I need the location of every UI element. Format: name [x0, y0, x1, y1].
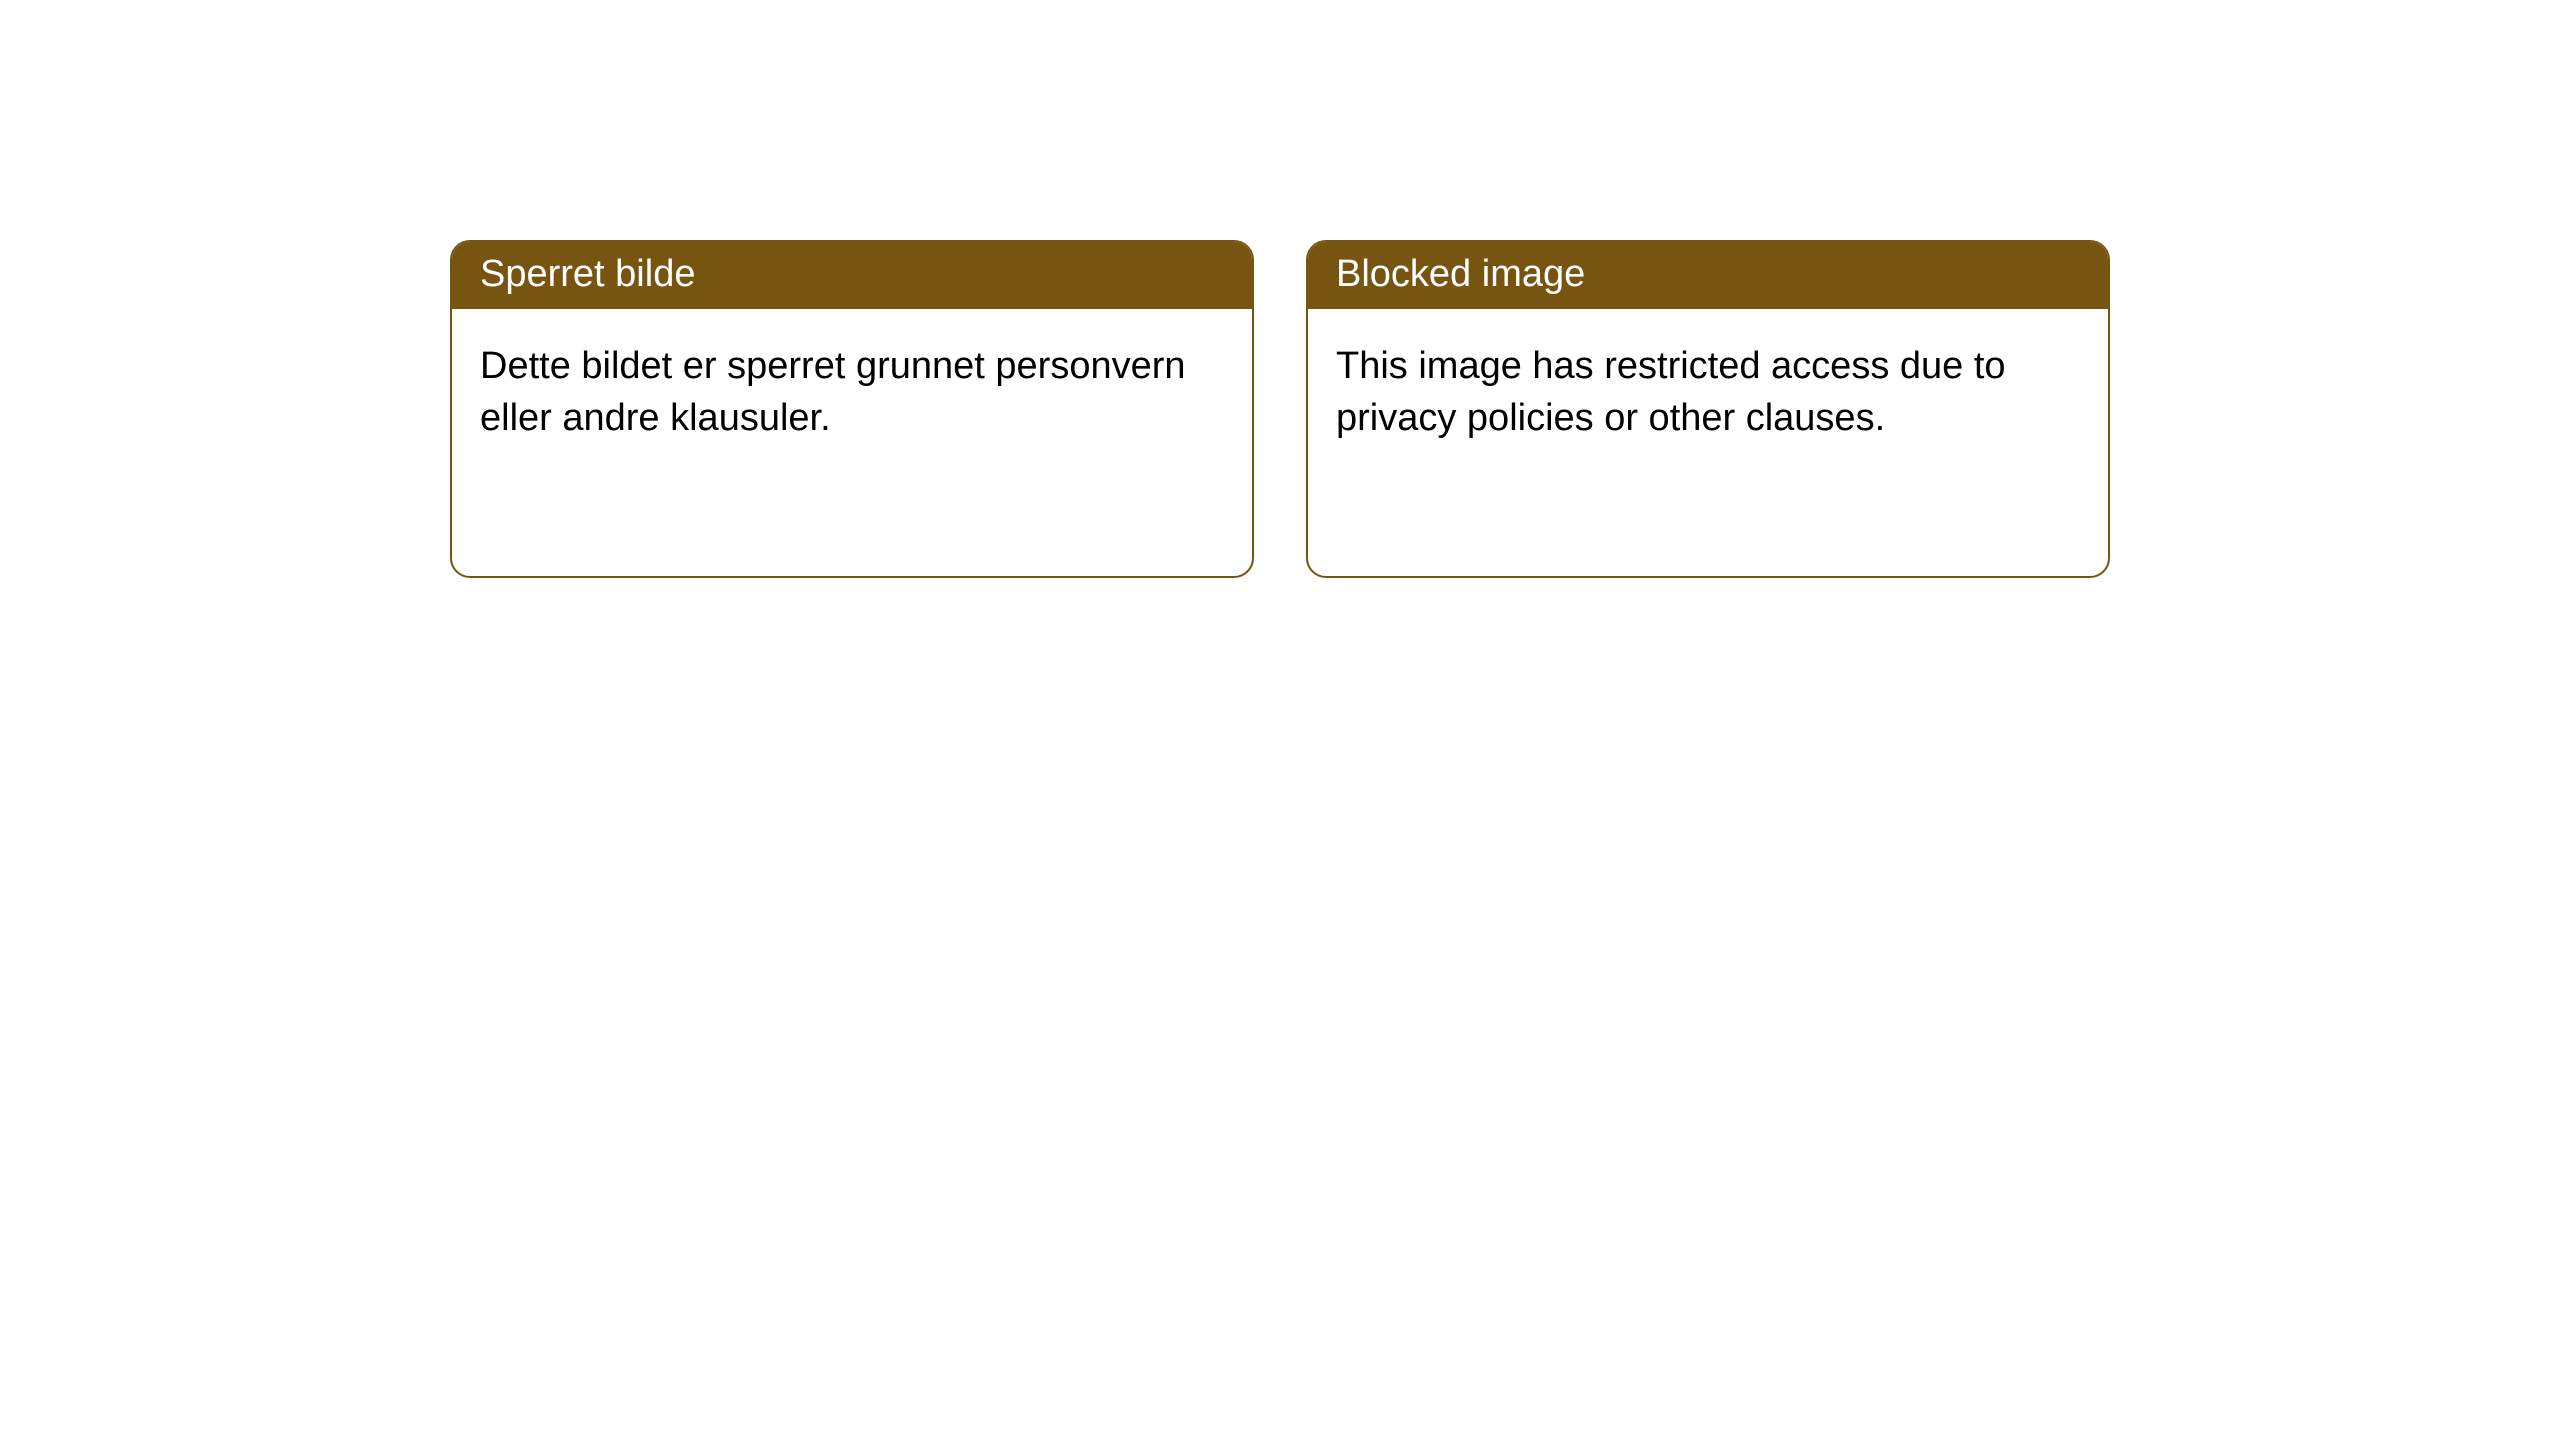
notice-card-english: Blocked image This image has restricted … [1306, 240, 2110, 578]
notice-title-english: Blocked image [1308, 242, 2108, 309]
notice-body-norwegian: Dette bildet er sperret grunnet personve… [452, 309, 1252, 476]
notice-card-norwegian: Sperret bilde Dette bildet er sperret gr… [450, 240, 1254, 578]
notice-title-norwegian: Sperret bilde [452, 242, 1252, 309]
notice-body-english: This image has restricted access due to … [1308, 309, 2108, 476]
notice-container: Sperret bilde Dette bildet er sperret gr… [0, 0, 2560, 578]
